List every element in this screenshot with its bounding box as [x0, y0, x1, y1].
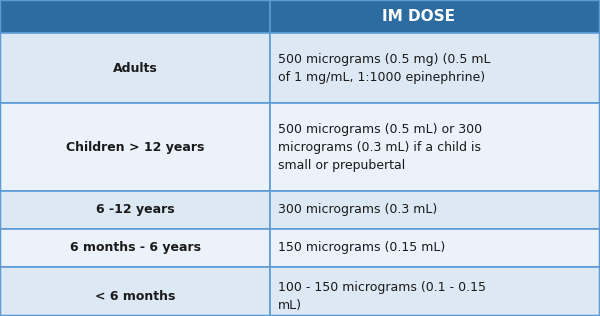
- Text: 500 micrograms (0.5 mL) or 300
micrograms (0.3 mL) if a child is
small or prepub: 500 micrograms (0.5 mL) or 300 microgram…: [278, 123, 482, 172]
- Bar: [270, 267, 600, 316]
- Bar: [0, 103, 270, 191]
- Text: 6 -12 years: 6 -12 years: [95, 204, 175, 216]
- Text: < 6 months: < 6 months: [95, 289, 175, 302]
- Bar: [270, 191, 600, 229]
- Bar: [270, 103, 600, 191]
- Text: 300 micrograms (0.3 mL): 300 micrograms (0.3 mL): [278, 204, 437, 216]
- Text: Children > 12 years: Children > 12 years: [66, 141, 204, 154]
- Text: IM DOSE: IM DOSE: [382, 9, 455, 24]
- Text: 100 - 150 micrograms (0.1 - 0.15
mL): 100 - 150 micrograms (0.1 - 0.15 mL): [278, 281, 486, 312]
- Text: 6 months - 6 years: 6 months - 6 years: [70, 241, 200, 254]
- Bar: [0, 229, 270, 267]
- Bar: [0, 33, 270, 103]
- Text: 150 micrograms (0.15 mL): 150 micrograms (0.15 mL): [278, 241, 445, 254]
- Bar: [0, 267, 270, 316]
- Bar: [0, 191, 270, 229]
- Text: 500 micrograms (0.5 mg) (0.5 mL
of 1 mg/mL, 1:1000 epinephrine): 500 micrograms (0.5 mg) (0.5 mL of 1 mg/…: [278, 52, 491, 83]
- Bar: [270, 33, 600, 103]
- Bar: [270, 0, 600, 33]
- Text: Adults: Adults: [113, 62, 157, 75]
- Bar: [270, 229, 600, 267]
- Bar: [0, 0, 270, 33]
